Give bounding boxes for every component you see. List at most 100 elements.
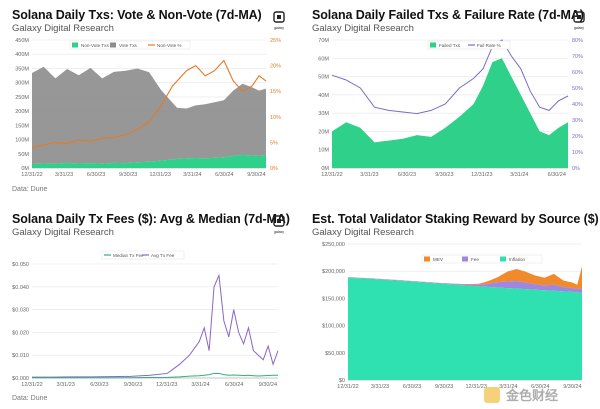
x-tick-label: 12/31/22	[21, 172, 42, 178]
x-tick-label: 12/31/22	[21, 382, 42, 388]
legend-swatch	[500, 256, 506, 262]
galaxy-logo-icon: galaxy	[273, 11, 285, 30]
y-tick-label: $0.040	[12, 285, 29, 291]
chart-title: Solana Daily Failed Txs & Failure Rate (…	[312, 8, 584, 22]
fail-rate-line	[331, 39, 569, 115]
x-tick-label: 6/30/23	[398, 172, 416, 178]
jinse-watermark: 金色财经	[484, 387, 558, 404]
x-tick-label: 12/31/23	[156, 382, 177, 388]
y-tick-label: 200M	[15, 109, 29, 115]
chart-subtitle: Galaxy Digital Research	[312, 227, 414, 238]
legend-box	[421, 254, 543, 264]
logo-label: galaxy	[274, 26, 284, 30]
logo-label: galaxy	[274, 230, 284, 234]
mev-area	[348, 266, 582, 290]
chart-source: Data: Dune	[12, 395, 48, 402]
y2-tick-label: 40%	[572, 102, 583, 108]
x-tick-label: 9/30/24	[563, 384, 581, 390]
legend-swatch	[110, 42, 116, 48]
x-tick-label: 6/30/24	[225, 382, 243, 388]
y-tick-label: 50M	[18, 152, 29, 158]
x-tick-label: 3/31/24	[183, 172, 201, 178]
failed-txs-area	[332, 58, 568, 168]
y2-tick-label: 15%	[270, 89, 281, 95]
x-tick-label: 6/30/23	[87, 172, 105, 178]
x-tick-label: 9/30/23	[124, 382, 142, 388]
y2-tick-label: 70%	[572, 54, 583, 60]
staking-reward-chart: $0 $50,000 $100,000 $150,000 $200,000 $250,00…	[322, 242, 582, 390]
y2-tick-label: 20%	[572, 134, 583, 140]
galaxy-logo-icon: galaxy	[273, 215, 285, 234]
legend-swatch	[72, 42, 78, 48]
x-tick-label: 12/31/22	[337, 384, 358, 390]
y-tick-label: 0M	[21, 166, 29, 172]
y-tick-label: 450M	[15, 38, 29, 44]
y-tick-label: 30M	[318, 111, 329, 117]
y-tick-label: 350M	[15, 66, 29, 72]
chart-title: Solana Daily Txs: Vote & Non-Vote (7d-MA…	[12, 8, 262, 22]
y-tick-label: 100M	[15, 138, 29, 144]
x-tick-label: 3/31/24	[510, 172, 528, 178]
y2-tick-label: 30%	[572, 118, 583, 124]
y-tick-label: 300M	[15, 81, 29, 87]
x-tick-label: 12/31/23	[150, 172, 171, 178]
legend-box	[69, 40, 191, 50]
x-tick-label: 6/30/23	[403, 384, 421, 390]
vote-txs-chart: 0M 50M 100M 150M 200M 250M 300M 350M 400M 450M 0% 5…	[15, 38, 281, 178]
y-tick-label: $0.050	[12, 262, 29, 268]
watermark-text: 金色财经	[505, 388, 558, 404]
y-tick-label: 400M	[15, 52, 29, 58]
x-tick-label: 3/31/23	[371, 384, 389, 390]
y-tick-label: 250M	[15, 95, 29, 101]
y-tick-label: 10M	[318, 148, 329, 154]
legend-label: Failed Txs	[439, 43, 461, 48]
x-tick-label: 9/30/23	[435, 172, 453, 178]
x-tick-label: 9/30/24	[259, 382, 277, 388]
legend-label: Non-Vote Txs	[81, 43, 109, 48]
y-tick-label: 0M	[321, 166, 329, 172]
avg-tx-fee-line	[32, 273, 279, 378]
chart-subtitle: Galaxy Digital Research	[12, 23, 114, 34]
non-vote-txs-area	[32, 154, 266, 168]
vote-txs-area	[32, 66, 266, 165]
galaxy-logo-icon: galaxy	[573, 11, 585, 30]
chart-subtitle: Galaxy Digital Research	[12, 227, 114, 238]
legend-label: Median Tx Fee	[113, 253, 144, 258]
chart-panel-failed-txs: Solana Daily Failed Txs & Failure Rate (…	[300, 0, 600, 204]
legend: Median Tx Fee Avg Tx Fee	[101, 250, 185, 260]
legend-label: MEV	[433, 257, 444, 262]
x-tick-label: 3/31/23	[360, 172, 378, 178]
x-tick-label: 6/30/23	[90, 382, 108, 388]
median-tx-fee-line	[32, 372, 278, 379]
inflation-area	[348, 277, 582, 380]
logo-label: galaxy	[574, 26, 584, 30]
watermark-logo-icon	[484, 387, 500, 403]
x-tick-label: 12/31/23	[466, 384, 487, 390]
x-tick-label: 12/31/22	[321, 172, 342, 178]
x-tick-label: 3/31/24	[191, 382, 209, 388]
failed-txs-chart: 0M 10M 20M 30M 40M 50M 60M 70M 12/31/22 3/31/23 6/…	[318, 38, 583, 178]
x-tick-label: 6/30/24	[548, 172, 566, 178]
legend-swatch	[462, 256, 468, 262]
legend-label: Inflation	[509, 257, 526, 262]
y-tick-label: $250,000	[322, 242, 345, 248]
y2-tick-label: 5%	[270, 140, 278, 146]
tx-fees-chart: $0.000 $0.010 $0.020 $0.030 $0.040 $0.050 12/3…	[12, 250, 279, 388]
y-tick-label: $200,000	[322, 269, 345, 275]
x-tick-label: 9/30/23	[435, 384, 453, 390]
x-tick-label: 6/30/24	[531, 384, 549, 390]
chart-panel-tx-fees: Solana Daily Tx Fees ($): Avg & Median (…	[0, 204, 300, 408]
legend: MEV Fee Inflation	[421, 254, 543, 264]
y-tick-label: $0.030	[12, 308, 29, 314]
chart-panel-vote-txs: Solana Daily Txs: Vote & Non-Vote (7d-MA…	[0, 0, 300, 204]
chart-panel-staking-reward: Est. Total Validator Staking Reward by S…	[300, 204, 600, 408]
x-tick-label: 9/30/23	[119, 172, 137, 178]
y2-tick-label: 60%	[572, 70, 583, 76]
y2-tick-label: 25%	[270, 38, 281, 44]
y2-tick-label: 0%	[572, 166, 580, 172]
y-tick-label: 20M	[318, 129, 329, 135]
chart-subtitle: Galaxy Digital Research	[312, 23, 414, 34]
legend-swatch	[430, 42, 436, 48]
y2-tick-label: 50%	[572, 86, 583, 92]
x-tick-label: 3/31/23	[57, 382, 75, 388]
